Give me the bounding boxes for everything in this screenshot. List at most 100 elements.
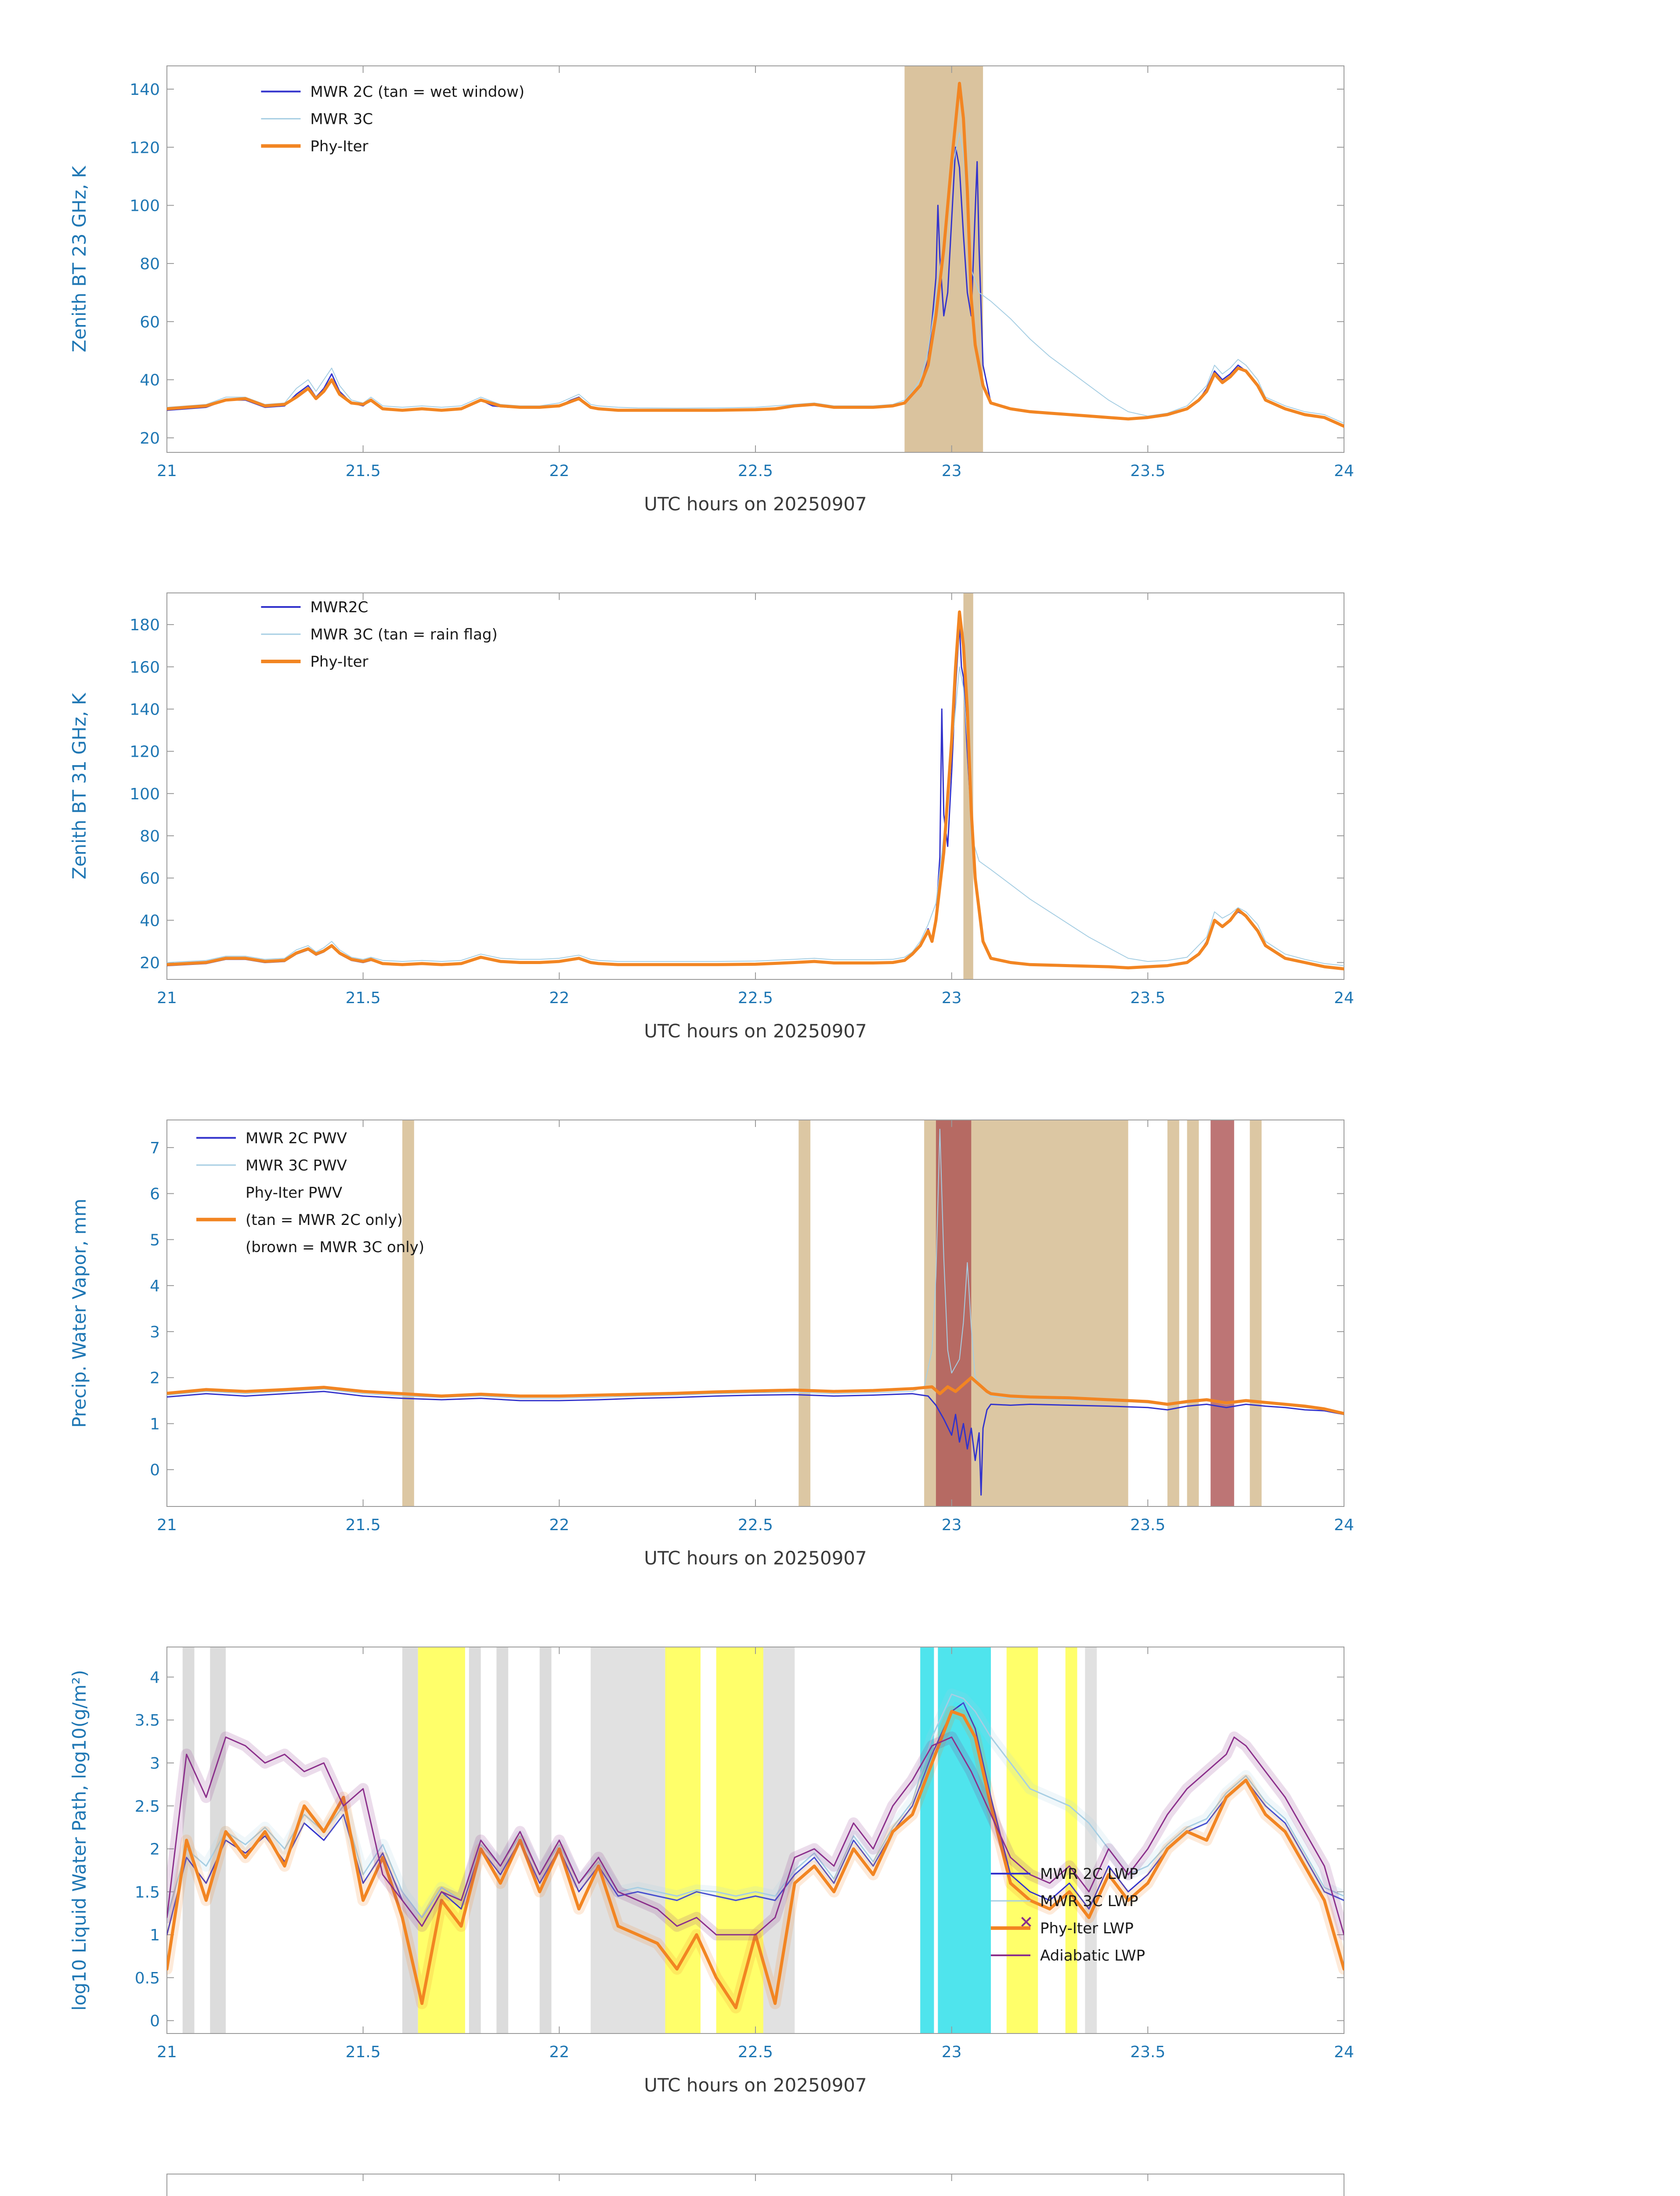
legend-label: (tan = MWR 2C only): [246, 1211, 403, 1229]
legend-label: MWR 3C: [310, 110, 373, 128]
chart-lwp: 21 21.5 22 22.5 23 23.5 2400.511.522.533.54MWR…: [69, 1647, 1354, 2096]
legend-label: (brown = MWR 3C only): [246, 1239, 424, 1256]
flag-band: [402, 1120, 414, 1506]
legend-label: MWR2C: [310, 599, 368, 616]
x-tick-label: 21.5: [346, 2043, 381, 2061]
flag-band: [1167, 1120, 1179, 1506]
x-tick-label: 23.5: [1130, 2043, 1165, 2061]
y-tick-label: 1.5: [135, 1883, 160, 1901]
y-tick-label: 40: [140, 912, 160, 930]
y-tick-label: 5: [150, 1231, 160, 1249]
legend-label: Phy-Iter: [310, 653, 368, 671]
y-tick-label: 120: [130, 743, 160, 761]
panel-zenith-bt-23ghz: 21 21.5 22 22.5 23 23.5 24 20 40 60 80 100 120 140 MWR…: [0, 0, 1680, 527]
y-tick-label: 60: [140, 870, 160, 888]
y-tick-label: 4: [150, 1669, 160, 1687]
flag-band: [590, 1647, 665, 2033]
y-tick-label: 6: [150, 1185, 160, 1203]
series-group: [167, 82, 1344, 428]
x-axis-label: UTC hours on 20250907: [644, 2074, 867, 2096]
x-tick-label: 23: [942, 462, 962, 480]
flag-band: [496, 1647, 509, 2033]
y-tick-label: 140: [130, 701, 160, 719]
x-tick-label: 23: [942, 2043, 962, 2061]
y-tick-label: 20: [140, 954, 160, 972]
panel-precip-water-vapor: 21 21.5 22 22.5 23 23.5 24 0 1 2 3 4 5 6 7 MWR 2C PWV MW…: [0, 1054, 1680, 1581]
flag-band: [1065, 1647, 1077, 2033]
flag-band: [1085, 1647, 1097, 2033]
legend-label: MWR 2C PWV: [246, 1130, 347, 1147]
x-tick-label: 21.5: [346, 462, 381, 480]
flag-band: [469, 1647, 481, 2033]
y-tick-label: 160: [130, 658, 160, 676]
x-tick-label: 22.5: [738, 462, 773, 480]
flag-band: [763, 1647, 795, 2033]
flag-band: [1250, 1120, 1262, 1506]
series-line: [167, 146, 1344, 427]
y-tick-label: 100: [130, 785, 160, 803]
flag-band: [798, 1120, 811, 1506]
y-axis-label: Precip. Water Vapor, mm: [69, 1199, 90, 1428]
x-axis-label: UTC hours on 20250907: [644, 493, 867, 515]
y-tick-label: 0: [150, 2012, 160, 2030]
legend-label: MWR 3C PWV: [246, 1157, 347, 1174]
flag-band: [1210, 1120, 1234, 1506]
series-group: [167, 1688, 1344, 2014]
flag-band: [938, 1647, 991, 2033]
series-line: [167, 1702, 1344, 1936]
x-tick-label: 22: [549, 2043, 569, 2061]
x-tick-label: 21.5: [346, 989, 381, 1007]
plot-box: [166, 592, 1344, 980]
series-line: [167, 1391, 1344, 1496]
legend-label: Phy-Iter PWV: [246, 1184, 342, 1202]
legend-label: Phy-Iter LWP: [1040, 1920, 1134, 1937]
y-axis-label: Zenith BT 23 GHz, K: [69, 165, 90, 352]
y-tick-label: 120: [130, 139, 160, 157]
flag-band: [1187, 1120, 1199, 1506]
x-axis-label: UTC hours on 20250907: [644, 1547, 867, 1569]
y-tick-label: 2: [150, 1841, 160, 1859]
series-group: [167, 1129, 1344, 1496]
y-tick-label: 2: [150, 1369, 160, 1387]
flag-band: [716, 1647, 763, 2033]
x-tick-label: 23.5: [1130, 989, 1165, 1007]
y-tick-label: 80: [140, 827, 160, 845]
x-tick-label: 24: [1334, 989, 1354, 1007]
flag-band: [920, 1647, 934, 2033]
x-tick-label: 23: [942, 989, 962, 1007]
y-tick-label: 2.5: [135, 1798, 160, 1816]
x-tick-label: 23.5: [1130, 462, 1165, 480]
y-tick-label: 20: [140, 430, 160, 448]
x-tick-label: 21: [157, 989, 177, 1007]
x-tick-label: 21: [157, 462, 177, 480]
x-tick-label: 22: [549, 989, 569, 1007]
y-tick-label: 80: [140, 255, 160, 273]
flag-band: [418, 1647, 465, 2033]
series-line: [167, 666, 1344, 966]
y-tick-label: 1: [150, 1926, 160, 1944]
x-tick-label: 22: [549, 1516, 569, 1534]
x-tick-label: 23.5: [1130, 1516, 1165, 1534]
y-tick-label: 1: [150, 1415, 160, 1433]
series-line: [167, 1376, 1344, 1415]
x-tick-label: 21: [157, 1516, 177, 1534]
y-tick-label: 100: [130, 197, 160, 215]
series-line: [167, 624, 1344, 970]
x-tick-label: 22.5: [738, 1516, 773, 1534]
flag-band: [1006, 1647, 1038, 2033]
x-tick-label: 24: [1334, 2043, 1354, 2061]
x-tick-label: 21: [157, 2043, 177, 2061]
x-tick-label: 22: [549, 462, 569, 480]
series-line: [167, 1710, 1344, 2009]
panel-liquid-water-path: 21 21.5 22 22.5 23 23.5 24 0 0.5 1 1.5 2 2.5 3 3.5 4 MWR…: [0, 1581, 1680, 2108]
y-tick-label: 0.5: [135, 1969, 160, 1987]
y-axis-label: Zenith BT 31 GHz, K: [69, 692, 90, 879]
legend-label: MWR 2C (tan = wet window): [310, 83, 524, 101]
flag-band: [665, 1647, 701, 2033]
series-line: [167, 82, 1344, 428]
chart-bt31: 21 21.5 22 22.5 23 23.5 24 20 40 60 80 100 120 140 160…: [69, 592, 1354, 1042]
flag-band: [182, 1647, 195, 2033]
